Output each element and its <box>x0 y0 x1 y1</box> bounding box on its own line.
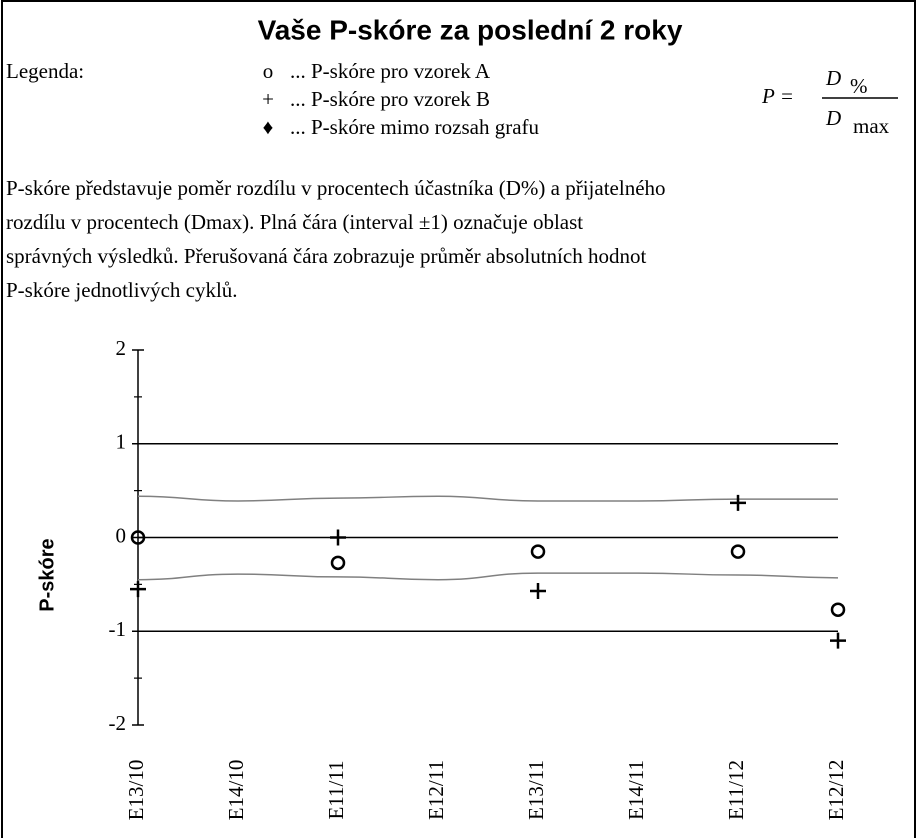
legend-text: ... P-skóre pro vzorek A <box>290 59 491 83</box>
x-tick-label: E12/12 <box>824 760 848 821</box>
legend-label: Legenda: <box>6 59 84 83</box>
formula-lhs: P = <box>761 84 794 108</box>
y-tick-label: 2 <box>116 336 127 360</box>
legend-symbol: o <box>263 59 274 83</box>
point-a <box>330 555 346 571</box>
y-tick-label: 1 <box>116 430 127 454</box>
point-a <box>830 602 846 617</box>
mean-line <box>137 572 839 581</box>
y-tick-label: -2 <box>109 711 127 735</box>
legend-symbol: + <box>262 87 274 111</box>
y-axis-label: P-skóre <box>36 538 58 611</box>
x-tick-label: E14/10 <box>224 760 248 821</box>
y-tick-label: -1 <box>109 617 127 641</box>
point-b <box>330 529 346 546</box>
point-a <box>730 544 746 559</box>
point-b <box>730 494 746 511</box>
point-a <box>530 544 546 559</box>
description-line: P-skóre jednotlivých cyklů. <box>6 278 238 302</box>
formula-denominator: D <box>825 106 841 130</box>
description-line: P-skóre představuje poměr rozdílu v proc… <box>6 176 666 200</box>
formula-denominator-sub: max <box>853 114 890 138</box>
legend-text: ... P-skóre mimo rozsah grafu <box>290 115 540 139</box>
description-line: správných výsledků. Přerušovaná čára zob… <box>6 244 646 268</box>
point-b <box>530 582 546 599</box>
legend-symbol: ♦ <box>263 115 274 139</box>
y-tick-label: 0 <box>116 523 127 547</box>
formula-numerator: D <box>825 66 841 90</box>
x-tick-label: E13/10 <box>124 760 148 821</box>
x-tick-label: E13/11 <box>524 760 548 820</box>
point-a <box>130 530 146 545</box>
legend-text: ... P-skóre pro vzorek B <box>290 87 490 111</box>
mean-line <box>137 495 838 502</box>
chart-title: Vaše P-skóre za poslední 2 roky <box>258 14 683 45</box>
point-b <box>830 632 846 649</box>
formula-numerator-sub: % <box>850 74 868 98</box>
x-tick-label: E12/11 <box>424 760 448 820</box>
x-tick-label: E11/11 <box>324 760 348 819</box>
point-b <box>130 581 146 598</box>
description-line: rozdílu v procentech (Dmax). Plná čára (… <box>6 210 583 234</box>
x-tick-label: E11/12 <box>724 760 748 820</box>
x-tick-label: E14/11 <box>624 760 648 820</box>
